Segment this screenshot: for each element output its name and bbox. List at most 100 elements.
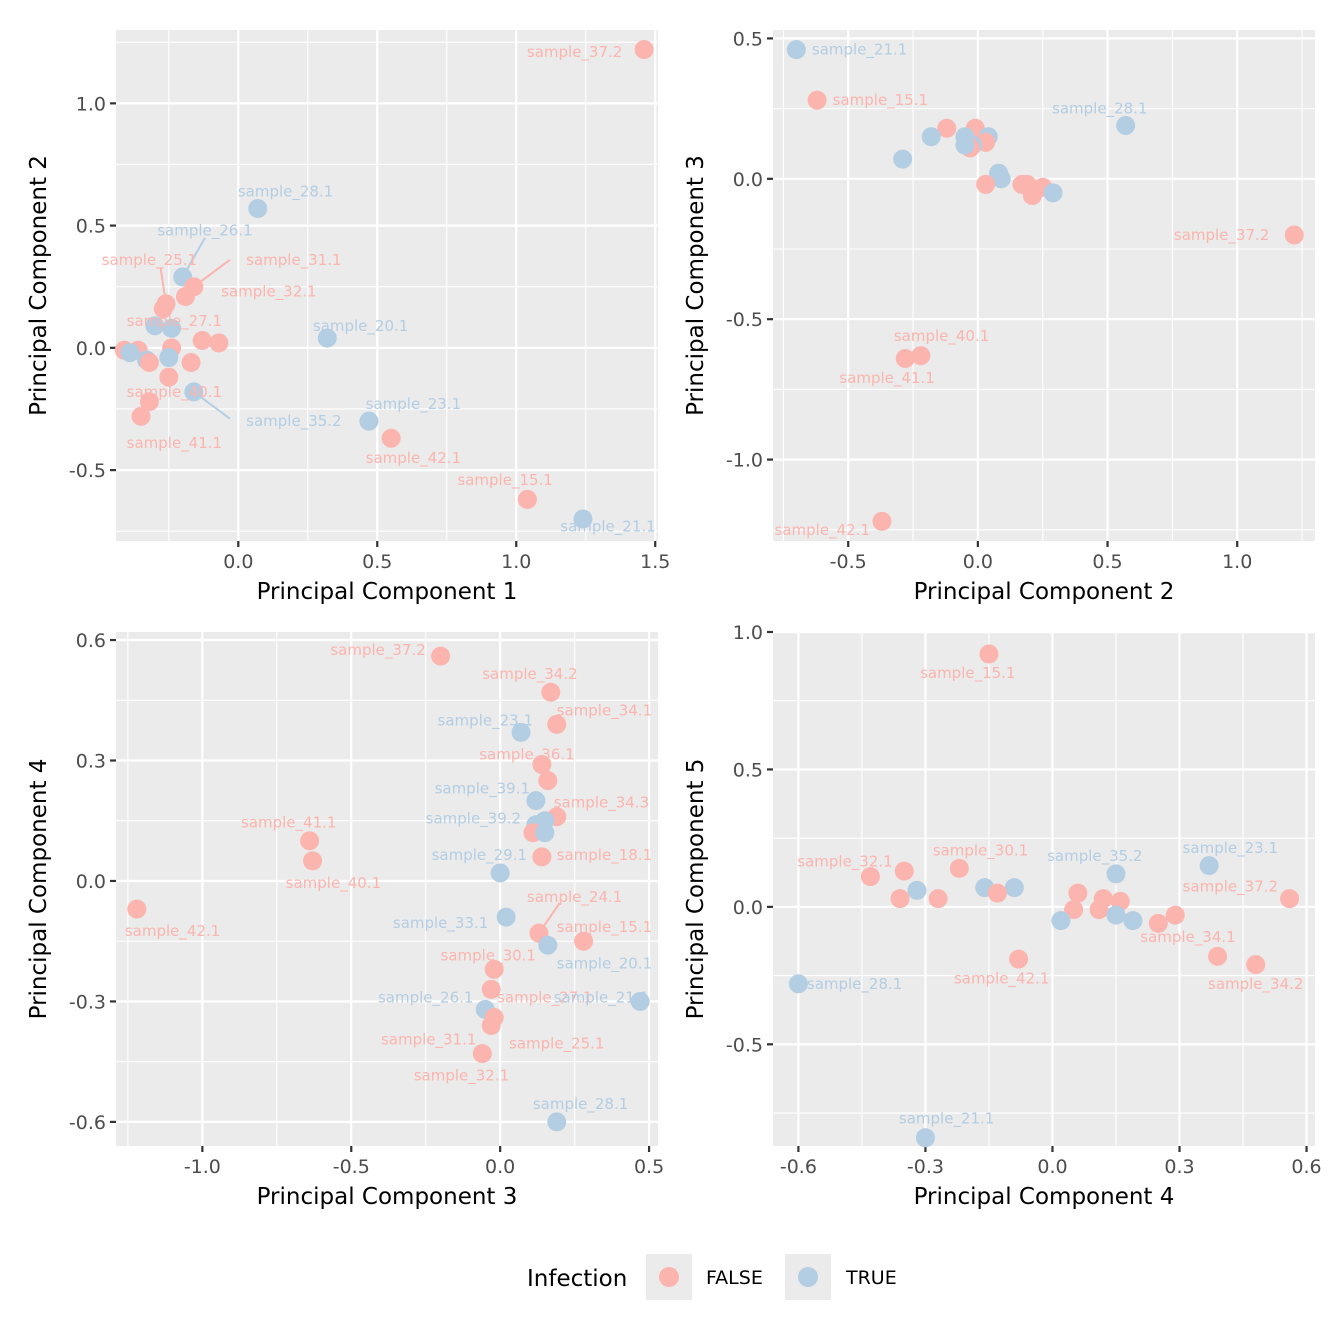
sample-label: sample_41.1 [127, 434, 222, 453]
x-tick-label: 0.3 [1164, 1156, 1194, 1178]
y-axis-title: Principal Component 2 [26, 155, 52, 416]
data-point [1009, 949, 1029, 969]
sample-label: sample_40.1 [894, 327, 989, 346]
data-point [1051, 911, 1071, 931]
panel-pc1-vs-pc2: 0.0 0.5 1.0 1.5 -0.5 0.0 0.5 1.0 Principal Compo… [26, 30, 670, 605]
data-point [574, 931, 594, 951]
y-axis-title: Principal Component 3 [683, 155, 709, 416]
data-point [987, 883, 1007, 903]
data-point [127, 899, 147, 919]
panel-background [116, 30, 658, 541]
data-point [532, 847, 552, 867]
sample-label: sample_32.1 [414, 1067, 509, 1086]
sample-label: sample_42.1 [954, 969, 1049, 988]
sample-label: sample_30.1 [441, 946, 536, 965]
y-axis-title: Principal Component 5 [683, 759, 709, 1020]
data-point [1004, 878, 1024, 898]
sample-label: sample_31.1 [246, 251, 341, 270]
data-point [159, 348, 179, 368]
data-point [573, 509, 593, 529]
sample-label: sample_41.1 [839, 369, 934, 388]
data-point [490, 863, 510, 883]
data-point [300, 831, 320, 851]
sample-label: sample_37.2 [1174, 226, 1269, 245]
panel-background [773, 30, 1315, 541]
data-point [303, 851, 323, 871]
sample-label: sample_40.1 [127, 383, 222, 402]
sample-label: sample_15.1 [557, 918, 652, 937]
sample-label: sample_28.1 [1052, 100, 1147, 119]
sample-label: sample_26.1 [157, 221, 252, 240]
data-point [139, 353, 159, 373]
legend-key-false-dot [659, 1267, 679, 1287]
data-point [915, 1128, 935, 1148]
data-point [955, 135, 975, 155]
data-point [1064, 900, 1084, 920]
sample-label: sample_37.2 [1183, 877, 1278, 896]
sample-label: sample_35.2 [246, 412, 341, 431]
sample-label: sample_23.1 [1183, 839, 1278, 858]
sample-label: sample_25.1 [102, 251, 197, 270]
data-point [481, 979, 501, 999]
x-tick-label: 0.0 [1037, 1156, 1067, 1178]
data-point [1068, 883, 1088, 903]
sample-label: sample_15.1 [920, 664, 1015, 683]
legend-label-true: TRUE [845, 1267, 897, 1289]
sample-label: sample_40.1 [286, 874, 381, 893]
panel-pc3-vs-pc4: -1.0 -0.5 0.0 0.5 -0.6 -0.3 0.0 0.3 0.6 Principal… [26, 630, 664, 1210]
data-point [484, 959, 504, 979]
data-point [1284, 225, 1304, 245]
data-point [928, 889, 948, 909]
data-point [526, 791, 546, 811]
y-tick-label: 0.6 [76, 630, 106, 652]
data-point [907, 880, 927, 900]
x-tick-label: 0.0 [223, 551, 253, 573]
data-point [1199, 856, 1219, 876]
sample-label: sample_24.1 [527, 888, 622, 907]
data-point [1106, 905, 1126, 925]
panel-pc2-vs-pc3: -0.5 0.0 0.5 1.0 -1.0 -0.5 0.0 0.5 Principal Com… [683, 28, 1315, 605]
data-point [538, 771, 558, 791]
x-tick-label: 0.6 [1291, 1156, 1321, 1178]
sample-label: sample_15.1 [457, 471, 552, 490]
data-point [472, 1044, 492, 1064]
x-tick-label: 0.5 [634, 1156, 664, 1178]
data-point [517, 489, 537, 509]
x-tick-label: -0.6 [780, 1156, 817, 1178]
data-point [976, 174, 996, 194]
sample-label: sample_28.1 [533, 1095, 628, 1114]
data-point [1116, 115, 1136, 135]
data-point [786, 40, 806, 60]
data-point [162, 318, 182, 338]
x-tick-label: 1.5 [640, 551, 670, 573]
data-point [145, 316, 165, 336]
data-point [532, 755, 552, 775]
data-point [120, 343, 140, 363]
sample-label: sample_42.1 [775, 521, 870, 540]
data-point [807, 90, 827, 110]
data-point [860, 867, 880, 887]
sample-label: sample_39.1 [435, 780, 530, 799]
sample-label: sample_36.1 [479, 745, 574, 764]
data-point [131, 406, 151, 426]
x-tick-label: 0.5 [362, 551, 392, 573]
sample-label: sample_32.1 [797, 853, 892, 872]
y-tick-label: 1.0 [733, 622, 763, 644]
y-tick-label: -1.0 [726, 450, 763, 472]
sample-label: sample_21.1 [812, 41, 907, 60]
data-point [381, 428, 401, 448]
y-tick-label: -0.6 [69, 1112, 106, 1134]
y-tick-label: -0.5 [69, 460, 106, 482]
data-point [921, 127, 941, 147]
x-tick-label: 1.0 [501, 551, 531, 573]
data-point [1165, 905, 1185, 925]
x-axis-title: Principal Component 2 [914, 579, 1175, 605]
data-point [1089, 900, 1109, 920]
data-point [1123, 911, 1143, 931]
sample-label: sample_33.1 [393, 914, 488, 933]
y-tick-label: 0.0 [76, 338, 106, 360]
data-point [541, 682, 561, 702]
data-point [192, 331, 212, 351]
sample-label: sample_20.1 [557, 954, 652, 973]
data-point [630, 991, 650, 1011]
